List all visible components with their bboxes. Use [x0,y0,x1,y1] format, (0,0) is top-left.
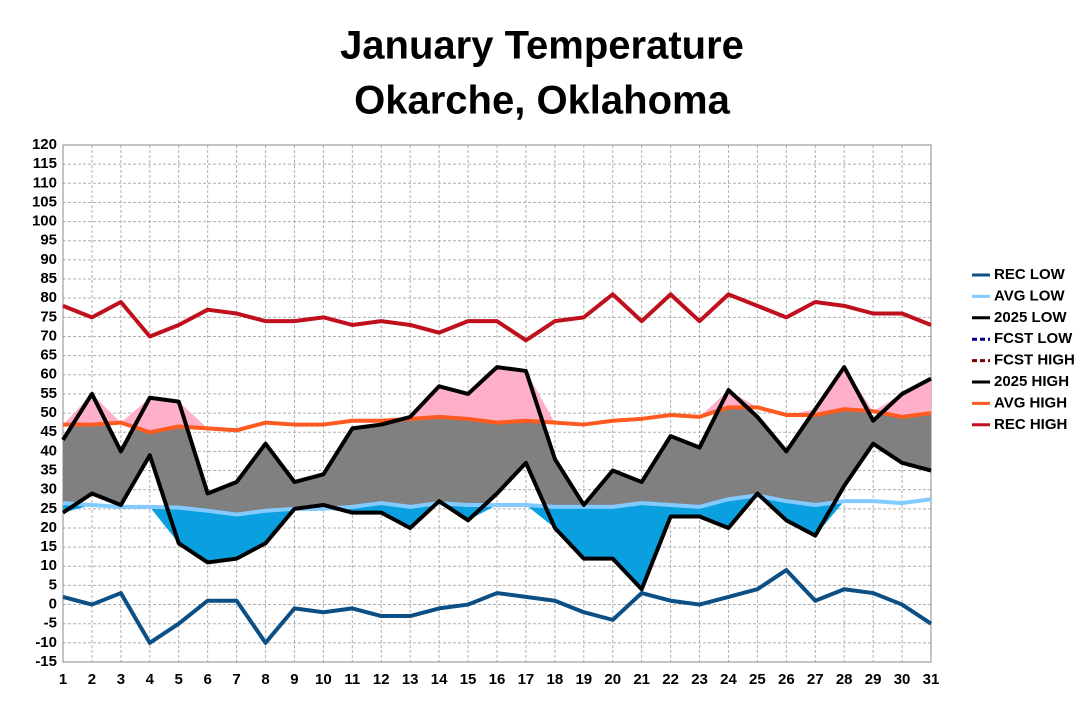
y-tick-label: 90 [40,251,57,268]
x-tick-label: 30 [894,671,911,688]
y-tick-label: 115 [33,155,57,172]
x-tick-label: 19 [575,671,592,688]
x-tick-label: 5 [175,671,183,688]
x-tick-label: 20 [604,671,621,688]
y-tick-label: 50 [40,404,57,421]
x-tick-label: 15 [460,671,477,688]
y-tick-label: 30 [40,481,57,498]
y-tick-label: 60 [40,366,57,383]
x-tick-label: 3 [117,671,125,688]
legend-label: REC LOW [994,266,1066,283]
series-line [62,493,932,517]
x-tick-label: 2 [88,671,96,688]
x-tick-label: 23 [691,671,708,688]
x-tick-label: 16 [489,671,506,688]
x-tick-label: 24 [720,671,737,688]
legend-label: FCST LOW [994,330,1073,347]
x-tick-label: 7 [232,671,240,688]
x-tick-label: 10 [315,671,332,688]
x-tick-label: 8 [261,671,269,688]
y-tick-label: 80 [40,289,57,306]
y-tick-label: 0 [49,596,57,613]
legend-label: AVG LOW [994,287,1065,304]
y-tick-label: -5 [44,615,57,632]
x-tick-label: 29 [865,671,882,688]
y-tick-label: 65 [40,347,57,364]
x-tick-label: 9 [290,671,298,688]
legend-label: 2025 LOW [994,309,1067,326]
legend-label: 2025 HIGH [994,373,1069,390]
series-line [61,441,932,592]
x-tick-label: 12 [373,671,390,688]
x-tick-label: 27 [807,671,824,688]
x-tick-label: 11 [344,671,360,688]
y-tick-label: 25 [40,500,57,517]
legend-label: FCST HIGH [994,352,1075,369]
x-tick-label: 18 [547,671,564,688]
series-line [63,405,932,435]
x-tick-label: 22 [662,671,679,688]
y-tick-label: 55 [40,385,57,402]
y-tick-label: 100 [32,213,57,230]
y-tick-label: 75 [40,308,57,325]
y-tick-label: 105 [32,193,57,210]
y-tick-label: 95 [40,232,57,249]
y-tick-label: 85 [40,270,57,287]
legend-label: REC HIGH [994,416,1067,433]
y-tick-label: 35 [40,461,57,478]
x-tick-label: 6 [203,671,211,688]
y-tick-label: 110 [33,174,57,191]
y-tick-label: -10 [35,634,57,651]
y-tick-label: 70 [40,327,57,344]
series-line [62,568,933,645]
y-tick-label: 45 [40,423,57,440]
y-tick-label: 10 [40,557,57,574]
above-normal-fill [63,367,931,433]
x-tick-label: 25 [749,671,766,688]
x-tick-label: 1 [59,671,67,688]
x-tick-label: 4 [146,671,155,688]
y-tick-label: 20 [40,519,57,536]
series-line [61,365,932,507]
x-tick-label: 21 [633,671,650,688]
chart-title: January Temperature [340,24,744,68]
y-tick-label: 5 [49,576,57,593]
y-tick-label: -15 [35,653,57,670]
series-line [62,292,932,343]
below-normal-fill [63,495,931,590]
x-tick-label: 28 [836,671,853,688]
x-tick-label: 13 [402,671,419,688]
x-tick-label: 17 [518,671,535,688]
x-tick-label: 31 [923,671,940,688]
chart-subtitle: Okarche, Oklahoma [354,79,730,123]
y-tick-label: 15 [40,538,57,555]
x-tick-label: 14 [431,671,448,688]
legend-label: AVG HIGH [994,394,1067,411]
y-tick-label: 40 [40,442,57,459]
y-tick-label: 120 [32,136,57,153]
x-tick-label: 26 [778,671,795,688]
